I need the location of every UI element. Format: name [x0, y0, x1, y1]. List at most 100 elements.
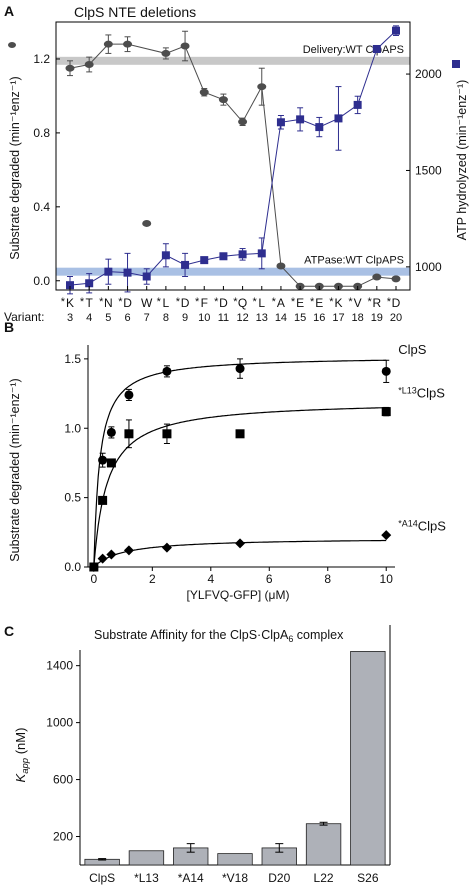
panel-b-xtick-label: 2	[149, 572, 156, 586]
panel-a-xtick-residue: W	[141, 296, 153, 310]
panel-a-xtick-asterisk: *	[252, 296, 257, 308]
panel-b-point-diamond	[88, 562, 99, 572]
panel-a-reference-label: Delivery:WT ClpAPS	[303, 44, 404, 56]
panel-a-xlabel: Variant:	[4, 310, 44, 324]
panel-a-xtick-asterisk: *	[195, 296, 200, 308]
panel-b-ytick-label: 0.0	[64, 560, 81, 574]
panel-a-xtick-residue: E	[296, 296, 304, 310]
panel-c-bar	[350, 651, 386, 866]
panel-c-title-sub: 6	[288, 634, 293, 644]
panel-a-point-circle	[103, 40, 113, 48]
panel-b-label: B	[4, 319, 14, 335]
panel-b-fit-curve	[93, 407, 387, 568]
panel-b-series-label-suffix: ClpS	[418, 519, 447, 534]
panel-c-category-label: ClpS	[89, 871, 115, 885]
panel-a-xtick-asterisk: *	[80, 296, 85, 308]
panel-a-xtick-number: 17	[332, 312, 344, 324]
panel-a-xtick-residue: F	[201, 296, 208, 310]
panel-a-xtick-residue: V	[354, 296, 362, 310]
panel-a-ylabel-right: ATP hydrolyzed (min⁻¹enz⁻¹)	[455, 80, 469, 241]
panel-b-xtick-label: 0	[91, 572, 98, 586]
panel-a-point-square	[161, 251, 170, 260]
panel-a-xtick-asterisk: *	[329, 296, 334, 308]
panel-b-series-label: ClpS	[398, 342, 427, 357]
panel-a-xtick-number: 9	[182, 312, 188, 324]
panel-a-xtick-residue: D	[181, 296, 190, 310]
panel-a-xtick-residue: R	[372, 296, 381, 310]
panel-b: B Substrate degraded (min⁻¹enz⁻¹) [YLFVQ…	[4, 319, 446, 602]
panel-a-reference-band	[56, 267, 410, 276]
panel-a-xtick-residue: K	[66, 296, 74, 310]
panel-a-point-circle	[276, 262, 286, 270]
panel-c-category-label: L22	[314, 871, 334, 885]
panel-b-xtick-label: 6	[266, 572, 273, 586]
panel-a-xtick-asterisk: *	[348, 296, 353, 308]
panel-a-xtick-asterisk: *	[157, 296, 162, 308]
panel-a-xtick-number: 14	[275, 312, 287, 324]
panel-b-series-label-name: A14	[402, 519, 418, 529]
panel-a-point-square	[372, 44, 381, 53]
panel-b-xtick-label: 8	[324, 572, 331, 586]
panel-a-point-square	[104, 267, 113, 276]
panel-a-point-circle	[372, 273, 382, 281]
panel-a-xtick-residue: A	[277, 296, 285, 310]
panel-b-point-diamond	[123, 545, 134, 556]
panel-c: C Substrate Affinity for the ClpS·ClpA6 …	[4, 623, 391, 885]
panel-c-ytick-label: 600	[53, 773, 73, 787]
panel-a-xtick-residue: L	[163, 296, 170, 310]
panel-a-xtick-asterisk: *	[214, 296, 219, 308]
panel-a-point-square	[85, 279, 94, 288]
panel-a-ytick-left-label: 0.4	[33, 200, 50, 214]
panel-b-point-circle	[162, 366, 172, 376]
panel-a-point-square	[315, 123, 324, 132]
panel-b-point-circle	[98, 455, 108, 465]
panel-b-point-diamond	[381, 530, 392, 541]
panel-a-point-square	[219, 252, 228, 261]
panel-c-ytick-label: 1400	[46, 659, 73, 673]
panel-c-category-label: D20	[268, 871, 290, 885]
panel-a-xtick-residue: K	[334, 296, 342, 310]
panel-b-series-label-name: L13	[402, 386, 417, 396]
panel-c-ylabel-k: K	[13, 772, 28, 782]
panel-c-category-label: *L13	[134, 871, 159, 885]
panel-b-ytick-label: 0.5	[64, 491, 81, 505]
panel-a-xtick-residue: T	[86, 296, 94, 310]
panel-a-xtick-number: 8	[163, 312, 169, 324]
panel-b-point-diamond	[97, 553, 108, 564]
panel-a-xtick-number: 20	[390, 312, 402, 324]
panel-a-point-circle	[84, 61, 94, 69]
panel-a-xtick-residue: D	[123, 296, 132, 310]
panel-c-ylabel: Kapp (nM)	[13, 728, 31, 783]
panel-b-point-circle	[106, 427, 116, 437]
panel-b-point-circle	[124, 390, 134, 400]
panel-b-point-square	[106, 458, 116, 468]
panel-a-point-square	[392, 26, 400, 35]
panel-a-xtick-number: 16	[313, 312, 325, 324]
panel-c-category-label: *V18	[222, 871, 248, 885]
panel-c-title-main: Substrate Affinity for the ClpS·ClpA	[94, 628, 289, 642]
panel-a-title: ClpS NTE deletions	[74, 4, 196, 20]
panel-a-point-circle	[199, 88, 209, 96]
panel-c-bar	[217, 853, 253, 866]
panel-a-xtick-asterisk: *	[272, 296, 277, 308]
panel-a-point-square	[296, 115, 305, 124]
panel-c-title: Substrate Affinity for the ClpS·ClpA6 co…	[94, 628, 344, 644]
panel-b-series-label: *L13ClpS	[398, 386, 445, 401]
panel-a-xtick-residue: L	[258, 296, 265, 310]
panel-a-point-square	[334, 114, 343, 123]
panel-b-xtick-label: 4	[207, 572, 214, 586]
panel-a-point-square	[238, 250, 247, 259]
panel-a-series-line	[69, 43, 397, 287]
panel-a-series	[65, 25, 401, 295]
panel-a-label: A	[4, 3, 14, 19]
panel-a-xtick-asterisk: *	[176, 296, 181, 308]
panel-a-point-square	[181, 260, 190, 269]
panel-a-point-circle	[257, 83, 267, 91]
panel-a-xtick-residue: D	[219, 296, 228, 310]
panel-a-series-line	[69, 30, 397, 286]
panel-a-point-square	[66, 281, 74, 290]
panel-a-reference-label: ATPase:WT ClpAPS	[304, 255, 404, 267]
panel-a-xtick-asterisk: *	[368, 296, 373, 308]
panel-a-point-circle	[391, 275, 401, 283]
